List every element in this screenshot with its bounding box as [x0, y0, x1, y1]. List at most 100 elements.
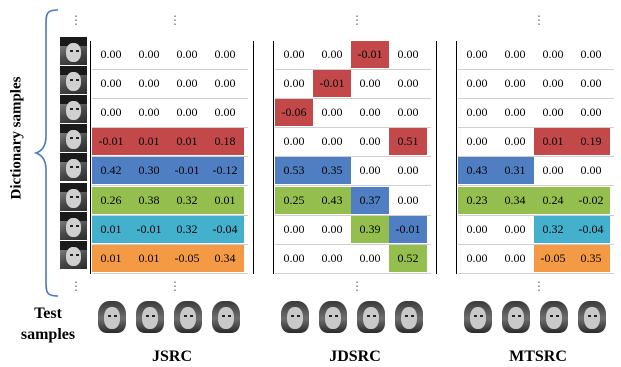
- coefficient-cell: 0.00: [504, 250, 526, 265]
- coefficient-cell: 0.39: [351, 215, 389, 243]
- eye-shape: [184, 315, 187, 317]
- hair-shape: [60, 124, 87, 134]
- coefficient-cell: 0.35: [313, 157, 351, 185]
- curly-brace-icon: [34, 9, 59, 297]
- coefficient-cell: 0.00: [321, 105, 343, 120]
- hair-shape: [60, 240, 87, 250]
- row-separator: [458, 98, 614, 100]
- eye-shape: [297, 315, 300, 317]
- test-face-image: [357, 301, 385, 333]
- ellipsis-marker: ⋮: [351, 279, 363, 293]
- coefficient-cell: 0.00: [100, 47, 122, 61]
- face-shape: [66, 72, 81, 92]
- eye-shape: [373, 315, 376, 317]
- coefficient-block-jdsrc: 0.00 0.00 -0.01 0.00 0.00 -0.01 0.00 0.00 -0.06 0…: [273, 41, 438, 274]
- eye-shape: [335, 315, 338, 317]
- coefficient-cell: 0.00: [542, 163, 564, 178]
- coefficient-cell: 0.00: [542, 47, 564, 61]
- test-face-image: [212, 301, 240, 333]
- test-face-image: [540, 301, 568, 333]
- coefficient-cell: 0.32: [168, 186, 206, 214]
- row-separator: [275, 243, 431, 245]
- coefficient-cell: 0.00: [138, 105, 160, 120]
- coefficient-cell: 0.00: [580, 105, 602, 120]
- row-separator: [92, 214, 248, 216]
- coefficient-cell: 0.00: [359, 163, 381, 178]
- coefficient-cell: 0.00: [466, 134, 488, 149]
- row-separator: [458, 214, 614, 216]
- row-separator: [458, 69, 614, 70]
- coefficient-cell: 0.00: [283, 76, 305, 91]
- hair-shape: [60, 211, 87, 221]
- coefficient-cell: -0.06: [275, 99, 313, 127]
- coefficient-cell: -0.01: [389, 215, 427, 243]
- dictionary-face-image: [60, 211, 87, 240]
- row-separator: [92, 127, 248, 129]
- face-shape: [325, 307, 341, 329]
- ellipsis-marker: ⋮: [70, 13, 82, 27]
- eye-shape: [76, 137, 79, 140]
- eye-shape: [480, 315, 483, 317]
- coefficient-cell: 0.18: [206, 128, 244, 156]
- hair-shape: [60, 37, 87, 46]
- eye-shape: [550, 315, 553, 317]
- test-face-image: [578, 301, 606, 333]
- dictionary-samples-text: Dictionary samples: [8, 76, 25, 200]
- dictionary-face-image: [60, 37, 87, 65]
- row-separator: [458, 156, 614, 158]
- test-face-image: [174, 301, 202, 333]
- coefficient-cell: 0.00: [504, 105, 526, 120]
- coefficient-cell: 0.52: [389, 244, 427, 272]
- face-shape: [508, 307, 524, 329]
- coefficient-cell: 0.42: [92, 157, 130, 185]
- coefficient-cell: 0.00: [359, 134, 381, 149]
- coefficient-cell: 0.00: [138, 47, 160, 61]
- row-separator: [458, 272, 614, 274]
- coefficient-cell: -0.01: [313, 70, 351, 98]
- face-shape: [66, 130, 81, 150]
- row-separator: [275, 185, 431, 187]
- coefficient-cell: 0.00: [321, 47, 343, 61]
- coefficient-cell: 0.00: [580, 163, 602, 178]
- coefficient-cell: 0.35: [572, 244, 610, 272]
- coefficient-cell: 0.00: [397, 192, 419, 207]
- eye-shape: [588, 315, 591, 317]
- eye-shape: [76, 195, 79, 198]
- face-shape: [287, 307, 303, 329]
- test-face-image: [464, 301, 492, 333]
- face-shape: [66, 159, 81, 179]
- test-face-image: [395, 301, 423, 333]
- coefficient-cell: 0.32: [534, 215, 572, 243]
- row-separator: [275, 272, 431, 274]
- test-face-image: [502, 301, 530, 333]
- eye-shape: [76, 224, 79, 227]
- coefficient-cell: 0.01: [168, 128, 206, 156]
- face-shape: [584, 307, 600, 329]
- coefficient-cell: -0.04: [572, 215, 610, 243]
- eye-shape: [152, 315, 155, 317]
- coefficient-cell: -0.05: [168, 244, 206, 272]
- hair-shape: [60, 182, 87, 192]
- row-separator: [92, 272, 248, 274]
- coefficient-cell: 0.00: [466, 105, 488, 120]
- eye-shape: [70, 195, 73, 198]
- ellipsis-marker: ⋮: [351, 13, 363, 27]
- coefficient-cell: 0.00: [100, 105, 122, 120]
- row-separator: [92, 69, 248, 70]
- test-label-line2: samples: [20, 326, 76, 343]
- test-face-image: [319, 301, 347, 333]
- coefficient-cell: 0.00: [283, 134, 305, 149]
- coefficient-cell: 0.00: [283, 47, 305, 61]
- dictionary-face-image: [60, 182, 87, 211]
- eye-shape: [76, 108, 79, 111]
- row-separator: [275, 127, 431, 129]
- row-separator: [458, 185, 614, 187]
- eye-shape: [411, 315, 414, 317]
- coefficient-cell: 0.34: [496, 186, 534, 214]
- ellipsis-marker: ⋮: [169, 13, 181, 27]
- coefficient-cell: -0.05: [534, 244, 572, 272]
- coefficient-cell: 0.00: [504, 47, 526, 61]
- eye-shape: [228, 315, 231, 317]
- block-axis-line: [90, 41, 91, 274]
- eye-shape: [512, 315, 515, 317]
